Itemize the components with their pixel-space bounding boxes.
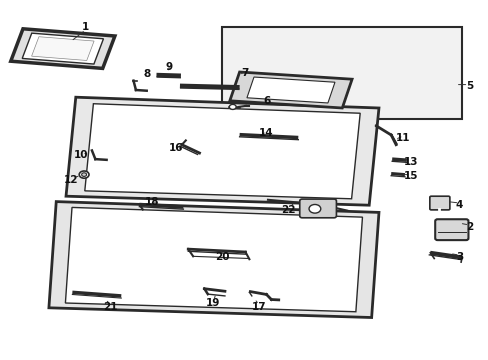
Circle shape — [229, 104, 236, 109]
Polygon shape — [66, 97, 378, 205]
Text: 17: 17 — [251, 302, 266, 312]
Text: 6: 6 — [263, 96, 269, 106]
Circle shape — [81, 173, 86, 176]
Text: 7: 7 — [240, 68, 248, 78]
Circle shape — [79, 171, 89, 178]
Text: 2: 2 — [465, 222, 472, 232]
Polygon shape — [229, 72, 351, 108]
Text: 14: 14 — [259, 128, 273, 138]
Text: 22: 22 — [281, 204, 295, 215]
Polygon shape — [246, 77, 334, 103]
Text: 15: 15 — [403, 171, 417, 181]
Text: 18: 18 — [144, 197, 159, 207]
FancyBboxPatch shape — [434, 219, 468, 240]
Polygon shape — [11, 29, 115, 68]
Text: 3: 3 — [455, 252, 462, 262]
Text: 20: 20 — [215, 252, 229, 262]
Text: 9: 9 — [165, 62, 172, 72]
Polygon shape — [65, 207, 362, 312]
Circle shape — [308, 204, 320, 213]
Bar — [222, 27, 461, 119]
Text: 11: 11 — [395, 132, 410, 143]
Text: 21: 21 — [102, 302, 117, 312]
Text: 16: 16 — [168, 143, 183, 153]
Polygon shape — [32, 37, 94, 60]
FancyBboxPatch shape — [299, 199, 336, 218]
Text: 19: 19 — [205, 298, 220, 308]
Polygon shape — [49, 202, 378, 318]
Text: 5: 5 — [465, 81, 472, 91]
FancyBboxPatch shape — [429, 196, 449, 210]
Text: 13: 13 — [403, 157, 417, 167]
Text: 10: 10 — [73, 150, 88, 160]
Text: 8: 8 — [143, 69, 150, 79]
Text: 1: 1 — [82, 22, 89, 32]
Polygon shape — [84, 104, 360, 199]
Text: 4: 4 — [455, 200, 463, 210]
Text: 12: 12 — [63, 175, 78, 185]
Polygon shape — [22, 33, 103, 64]
